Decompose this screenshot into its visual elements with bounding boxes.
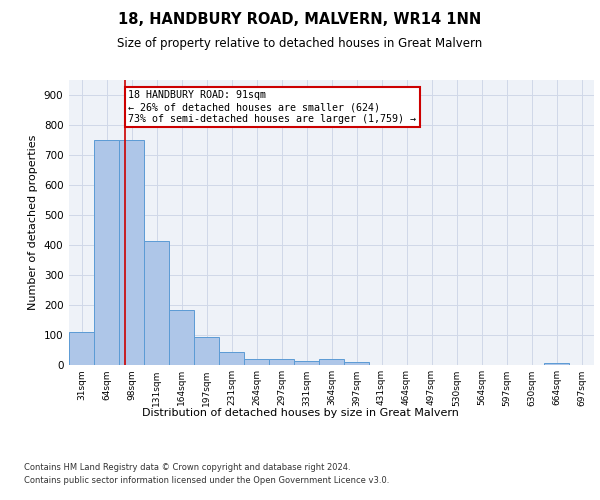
Bar [319,359,344,365]
Bar [294,360,319,365]
Text: 18 HANDBURY ROAD: 91sqm
← 26% of detached houses are smaller (624)
73% of semi-d: 18 HANDBURY ROAD: 91sqm ← 26% of detache… [128,90,416,124]
Bar [344,362,369,365]
Text: Contains HM Land Registry data © Crown copyright and database right 2024.: Contains HM Land Registry data © Crown c… [24,462,350,471]
Bar [94,140,119,365]
Bar [244,359,269,365]
Text: 18, HANDBURY ROAD, MALVERN, WR14 1NN: 18, HANDBURY ROAD, MALVERN, WR14 1NN [118,12,482,28]
Bar [169,310,194,365]
Bar [69,332,94,365]
Bar [544,362,569,365]
Bar [269,359,294,365]
Text: Contains public sector information licensed under the Open Government Licence v3: Contains public sector information licen… [24,476,389,485]
Bar [194,336,219,365]
Bar [119,140,144,365]
Text: Distribution of detached houses by size in Great Malvern: Distribution of detached houses by size … [142,408,458,418]
Bar [219,352,244,365]
Y-axis label: Number of detached properties: Number of detached properties [28,135,38,310]
Text: Size of property relative to detached houses in Great Malvern: Size of property relative to detached ho… [118,38,482,51]
Bar [144,240,169,365]
